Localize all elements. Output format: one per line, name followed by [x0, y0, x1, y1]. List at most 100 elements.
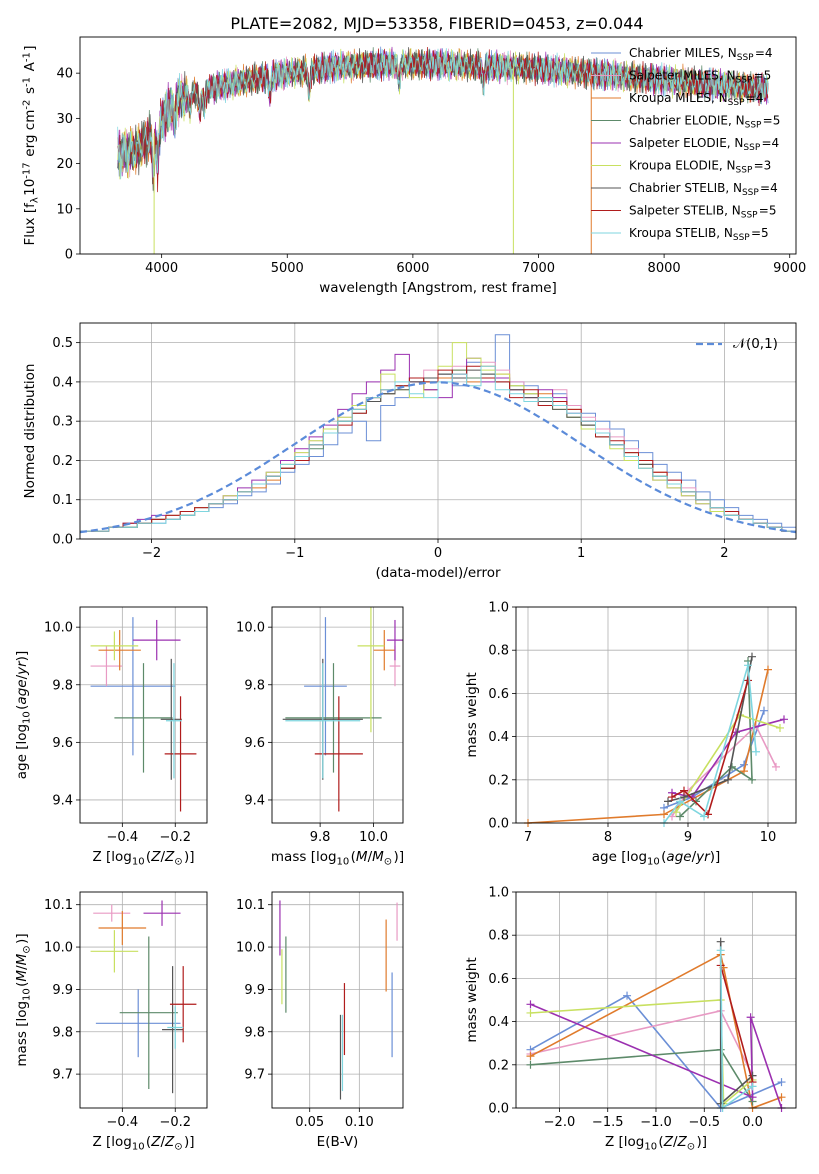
errorbar-point: [132, 619, 181, 661]
mass-weight-marker: [748, 652, 756, 661]
errorbar-point: [143, 900, 181, 926]
x-tick-label: 0.05: [295, 1115, 324, 1130]
mass-weight-marker: [748, 1093, 757, 1102]
mass-weight-marker: [777, 1078, 786, 1087]
errorbar-point: [165, 663, 182, 779]
legend-label: Salpeter ELODIE, NSSP =4: [629, 136, 779, 153]
y-tick-label: 0.4: [52, 375, 73, 390]
x-axis-label: Z [log10 (Z/Z⊙ )]: [92, 1134, 194, 1152]
mass-weight-line: [671, 680, 749, 816]
mass-weight-marker: [526, 1008, 535, 1017]
mass-weight-line: [530, 1009, 754, 1076]
y-tick-label: 0: [65, 248, 73, 263]
mass-weight-marker: [780, 715, 788, 724]
errorbar-point: [90, 617, 176, 756]
mass-weight-marker: [728, 762, 736, 771]
y-tick-label: 9.7: [244, 1068, 265, 1083]
x-tick-label: 10.0: [359, 830, 388, 845]
x-axis-label: (data-model)/error: [375, 565, 501, 581]
errorbar-point: [119, 936, 178, 1089]
y-tick-label: 0.6: [488, 972, 509, 987]
y-tick-label: 0.5: [52, 336, 73, 351]
y-tick-label: 20: [56, 157, 73, 172]
mass-weight-line: [527, 669, 769, 824]
errorbar-point: [285, 663, 361, 779]
mass-weight-marker: [764, 665, 772, 674]
mass-weight-marker: [700, 812, 708, 821]
mass-weight-marker: [716, 946, 725, 955]
errorbar-point: [164, 696, 197, 812]
x-tick-label: −0.4: [107, 830, 139, 845]
x-tick-label: −1.0: [640, 1115, 672, 1130]
errorbar-point: [285, 663, 382, 773]
legend-label: Chabrier MILES, NSSP =4: [629, 46, 773, 63]
errorbar-point: [162, 966, 184, 1094]
mass-weight-marker: [716, 937, 725, 946]
mass-weight-marker: [716, 1099, 725, 1108]
errorbar-point: [304, 617, 347, 756]
x-tick-label: −0.4: [107, 1115, 139, 1130]
x-axis-label: wavelength [Angstrom, rest frame]: [319, 280, 557, 296]
axes-frame: [271, 606, 404, 824]
mass-weight-marker: [623, 991, 632, 1000]
normal-reference-curve: [79, 381, 797, 534]
mass-weight-line: [530, 999, 754, 1106]
legend-label: Salpeter MILES, NSSP =5: [629, 69, 771, 86]
x-axis-label: mass [log10 (M/M⊙ )]: [271, 849, 404, 867]
mass-weight-line: [671, 718, 785, 798]
y-tick-label: 1.0: [488, 886, 509, 901]
x-tick-label: 0.0: [742, 1115, 763, 1130]
y-tick-label: 0.0: [488, 817, 509, 832]
x-tick-label: 8: [604, 830, 612, 845]
mass-weight-marker: [664, 797, 672, 806]
y-tick-label: 9.9: [52, 983, 73, 998]
mass-weight-marker: [744, 676, 752, 685]
x-tick-label: 7000: [522, 261, 555, 276]
legend-label: Salpeter STELIB, NSSP =5: [629, 204, 777, 221]
mass-weight-marker: [772, 762, 780, 771]
x-tick-label: 5000: [271, 261, 304, 276]
mass-weight-marker: [526, 1052, 535, 1061]
y-tick-label: 0.4: [488, 1015, 509, 1030]
mass-weight-marker: [760, 706, 768, 715]
y-tick-label: 9.9: [244, 983, 265, 998]
x-tick-label: 9000: [773, 261, 806, 276]
mass-weight-marker: [680, 786, 688, 795]
y-tick-label: 0.0: [488, 1102, 509, 1117]
x-tick-label: −0.5: [688, 1115, 720, 1130]
mass-weight-line: [667, 656, 753, 803]
errorbar-point: [167, 1006, 184, 1049]
axes-frame: [79, 891, 208, 1109]
mass-weight-line: [530, 1048, 754, 1102]
errorbar-point: [373, 630, 395, 671]
x-tick-label: 10: [760, 830, 777, 845]
x-tick-label: −2.0: [544, 1115, 576, 1130]
spectrum-line: [117, 48, 769, 180]
x-axis-label: Z [log10 (Z/Z⊙ )]: [92, 849, 194, 867]
axes-frame: [79, 606, 208, 824]
y-tick-label: 10.0: [236, 621, 265, 636]
legend-label: Chabrier ELODIE, NSSP =5: [629, 114, 780, 131]
mass-weight-marker: [744, 661, 752, 670]
mass-weight-marker: [777, 1093, 786, 1102]
mass-weight-marker: [776, 723, 784, 732]
errorbar-point: [98, 911, 147, 945]
axes-frame: [515, 891, 797, 1109]
errorbar-point: [98, 630, 141, 671]
y-tick-label: 40: [56, 67, 73, 82]
x-tick-label: −2: [142, 546, 161, 561]
mass-weight-line: [679, 660, 753, 818]
mass-weight-marker: [526, 1060, 535, 1069]
y-tick-label: 9.4: [52, 793, 73, 808]
y-tick-label: 10.0: [44, 941, 73, 956]
y-axis-label: mass [log10 (M/M⊙ )]: [14, 933, 32, 1066]
errorbar-point: [169, 966, 197, 1043]
legend-label: Kroupa MILES, NSSP =4: [629, 91, 763, 108]
mass-weight-line: [719, 965, 754, 1083]
x-tick-label: 0.10: [345, 1115, 374, 1130]
mass-weight-line: [530, 994, 782, 1109]
mass-weight-marker: [672, 808, 680, 817]
errorbar-point: [90, 645, 123, 687]
